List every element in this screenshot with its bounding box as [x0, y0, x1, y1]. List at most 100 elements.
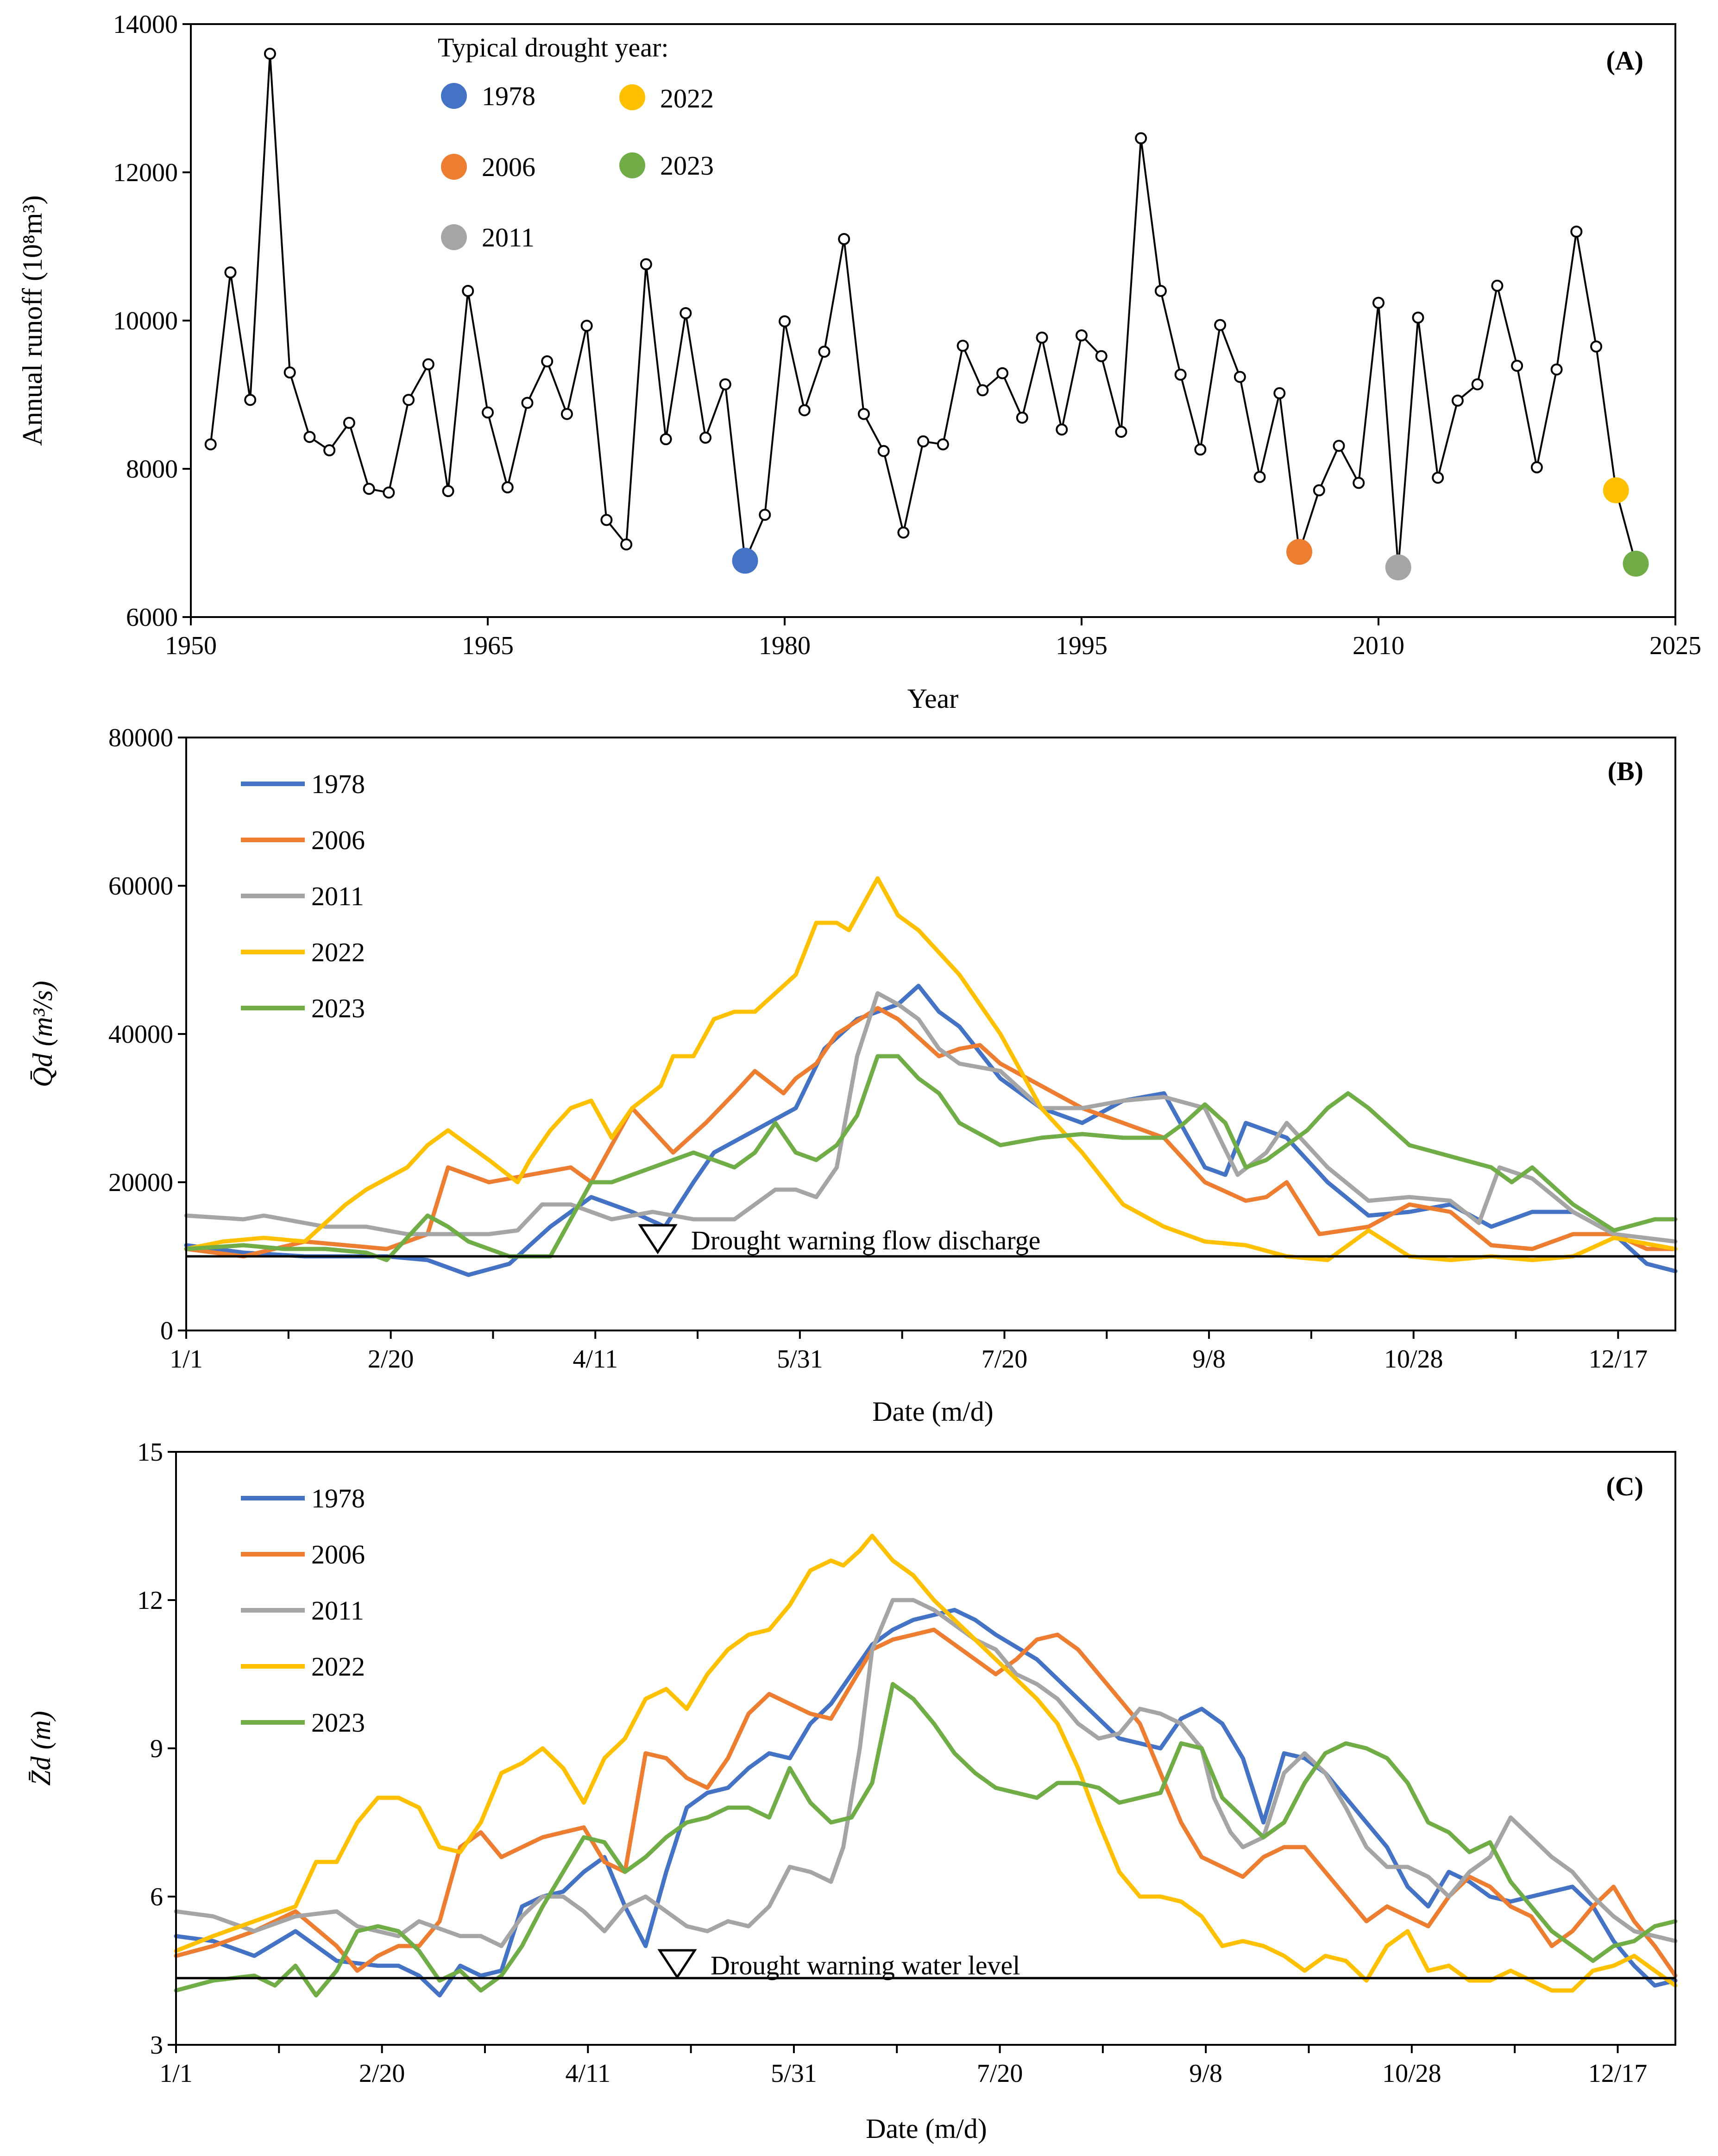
runoff-point-2009	[1353, 477, 1365, 489]
x-tick-label: 12/17	[1588, 2059, 1648, 2088]
runoff-point-2007	[1313, 484, 1325, 497]
x-tick-label: 9/8	[1189, 2059, 1222, 2088]
threshold-label: Drought warning water level	[711, 1950, 1020, 1980]
runoff-point-1991	[996, 367, 1009, 379]
panel-a-x-axis-title: Year	[907, 683, 959, 714]
threshold-label: Drought warning flow discharge	[691, 1225, 1040, 1255]
legend-label-1978: 1978	[311, 769, 365, 799]
legend-label-1978: 1978	[311, 1483, 365, 1513]
runoff-point-1974	[660, 433, 672, 445]
runoff-point-1996	[1095, 350, 1108, 362]
panel-a-y-axis-title: Annual runoff (10⁸m³)	[17, 195, 48, 446]
runoff-point-1976	[699, 431, 712, 444]
legend-label-2023: 2023	[311, 993, 365, 1023]
runoff-point-1973	[640, 258, 652, 271]
drought-year-point-2023	[1623, 550, 1649, 577]
legend-label-2011: 2011	[482, 222, 535, 252]
y-tick-label: 12000	[113, 158, 178, 187]
panel-a-legend: Typical drought year: 1978 2006 2011 202…	[438, 32, 714, 252]
x-tick-label: 5/31	[771, 2059, 817, 2088]
threshold-marker-icon	[657, 1949, 697, 1979]
legend-label-2023: 2023	[660, 151, 714, 181]
runoff-point-2016	[1491, 279, 1504, 292]
panel-c-label: (C)	[1606, 1471, 1643, 1501]
runoff-point-1995	[1076, 329, 1088, 341]
x-tick-label: 5/31	[777, 1345, 823, 1374]
runoff-point-1960	[383, 486, 395, 499]
legend-label-2011: 2011	[311, 1595, 364, 1626]
series-line-2022	[184, 876, 1678, 1262]
panel-a-legend-title: Typical drought year:	[438, 32, 668, 63]
runoff-point-1972	[620, 538, 633, 551]
drought-year-point-2006	[1286, 539, 1313, 565]
panel-b-label: (B)	[1608, 756, 1643, 786]
series-line-2023	[184, 1054, 1678, 1262]
runoff-point-1971	[600, 514, 613, 526]
legend-label-2022: 2022	[311, 1652, 365, 1682]
runoff-point-1962	[422, 358, 434, 371]
runoff-point-2004	[1253, 471, 1266, 483]
runoff-point-1980	[779, 315, 791, 328]
legend-dot-2006	[441, 154, 467, 180]
x-tick-label: 1980	[759, 631, 811, 660]
runoff-point-2018	[1530, 461, 1543, 473]
runoff-point-1954	[264, 48, 276, 60]
runoff-point-1992	[1016, 411, 1028, 424]
runoff-point-1994	[1056, 423, 1068, 436]
legend-label-2006: 2006	[311, 825, 365, 855]
x-tick-label: 1/1	[159, 2059, 193, 2088]
x-tick-label: 4/11	[573, 1345, 617, 1374]
runoff-point-1984	[857, 408, 870, 420]
y-tick-label: 10000	[113, 307, 178, 335]
runoff-point-1966	[501, 481, 514, 493]
x-tick-label: 1995	[1056, 631, 1108, 660]
runoff-point-1968	[541, 355, 554, 367]
runoff-point-2001	[1194, 443, 1207, 456]
y-tick-label: 9	[150, 1734, 163, 1763]
legend-label-2022: 2022	[311, 937, 365, 967]
series-line-2023	[174, 1682, 1678, 1998]
runoff-point-2015	[1471, 378, 1484, 391]
y-tick-label: 60000	[108, 872, 173, 901]
drought-year-point-1978	[732, 548, 758, 574]
panel-b-y-axis-title: Q̄d (m³/s)	[27, 981, 58, 1087]
y-tick-label: 12	[137, 1586, 163, 1615]
legend-label-1978: 1978	[482, 81, 535, 111]
runoff-point-2005	[1273, 387, 1286, 399]
runoff-point-2000	[1174, 368, 1187, 381]
runoff-point-1989	[957, 340, 969, 352]
y-tick-label: 40000	[108, 1020, 173, 1049]
legend-label-2022: 2022	[660, 83, 714, 113]
runoff-point-1955	[283, 366, 296, 378]
runoff-point-1979	[759, 509, 771, 521]
panel-a-plot-frame	[190, 23, 1676, 618]
runoff-point-1959	[363, 483, 375, 495]
runoff-point-2010	[1372, 296, 1384, 309]
runoff-point-1963	[442, 485, 454, 497]
runoff-point-1961	[403, 394, 415, 406]
runoff-point-1964	[462, 285, 474, 297]
panel-c-x-axis-title: Date (m/d)	[866, 2113, 987, 2144]
runoff-point-1998	[1135, 132, 1147, 145]
legend-dot-2022	[619, 84, 645, 110]
runoff-point-2021	[1590, 340, 1603, 353]
runoff-point-1958	[343, 416, 355, 429]
runoff-point-1953	[244, 394, 257, 406]
runoff-point-2013	[1432, 472, 1444, 484]
series-line-2006	[174, 1627, 1678, 1978]
panel-b-legend: 1978 2006 2011 2022 2023	[241, 769, 365, 1023]
runoff-point-1983	[838, 233, 850, 245]
runoff-point-2017	[1511, 359, 1523, 372]
runoff-point-1967	[521, 397, 534, 409]
x-tick-label: 2/20	[368, 1345, 414, 1374]
x-tick-label: 1950	[165, 631, 217, 660]
runoff-point-1952	[224, 266, 237, 278]
y-tick-label: 80000	[108, 724, 173, 752]
legend-label-2011: 2011	[311, 881, 364, 911]
runoff-point-1993	[1036, 331, 1048, 344]
panel-c-y-axis-title: Z̄d (m)	[25, 1711, 56, 1786]
threshold-marker-icon	[638, 1224, 678, 1255]
x-tick-label: 2025	[1649, 631, 1701, 660]
legend-dot-1978	[441, 83, 467, 109]
